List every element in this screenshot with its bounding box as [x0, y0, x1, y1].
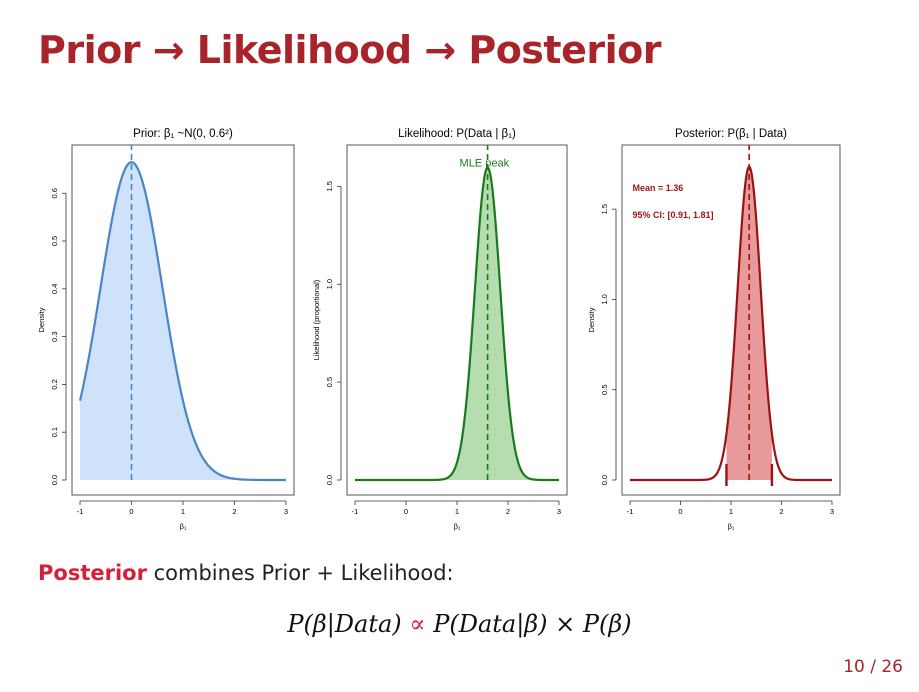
x-tick-label: -1	[352, 507, 359, 516]
y-tick-label: 0.5	[50, 236, 59, 246]
formula-rhs: P(Data|β) × P(β)	[433, 610, 632, 638]
y-tick-label: 1.0	[600, 294, 609, 304]
x-tick-label: 1	[181, 507, 185, 516]
density-line	[78, 161, 286, 482]
density-fill	[80, 162, 286, 480]
chart-panels: Prior: β₁ ~N(0, 0.6²) -1 0 1 2 3 β₁ 0.0 0.1 0.2 0.…	[30, 118, 890, 533]
y-tick-label: 0.0	[600, 475, 609, 485]
chart-annotation: 95% CI: [0.91, 1.81]	[633, 210, 714, 220]
density-fill	[726, 166, 772, 480]
caption-text: combines Prior + Likelihood:	[146, 561, 454, 585]
x-tick-label: 0	[404, 507, 408, 516]
chart-title: Posterior: P(β₁ | Data)	[675, 128, 787, 140]
plot-frame	[346, 144, 568, 496]
x-tick-label: 2	[232, 507, 236, 516]
y-tick-label: 0.5	[600, 385, 609, 395]
x-tick-label: 2	[506, 507, 510, 516]
x-axis-label: β₁	[180, 522, 187, 531]
caption-highlight: Posterior	[38, 561, 147, 585]
x-axis-label: β₁	[728, 522, 735, 531]
formula-relation: ∝	[409, 610, 426, 638]
chart-svg: Prior: β₁ ~N(0, 0.6²) -1 0 1 2 3 β₁ 0.0 0.1 0.2 0.…	[37, 128, 841, 531]
x-axis-label: β₁	[454, 522, 461, 531]
x-tick-label: 3	[557, 507, 561, 516]
x-tick-label: 0	[129, 507, 133, 516]
chart-panel-1: Prior: β₁ ~N(0, 0.6²) -1 0 1 2 3 β₁ 0.0 0.1 0.2 0.…	[37, 128, 295, 531]
y-tick-label: 1.0	[325, 279, 334, 289]
density-line	[355, 166, 559, 482]
chart-panel-2: Likelihood: P(Data | β₁) -1 0 1 2 3 β₁ 0.0 0.5 1.…	[312, 128, 568, 531]
bayes-formula: P(β|Data) ∝ P(Data|β) × P(β)	[0, 610, 919, 638]
y-tick-label: 0.0	[325, 475, 334, 485]
x-tick-label: 1	[729, 507, 733, 516]
y-axis-label: Density	[37, 307, 46, 332]
x-tick-label: 3	[830, 507, 834, 516]
plot-frame	[71, 144, 295, 496]
density-line	[630, 165, 832, 482]
caption: Posterior combines Prior + Likelihood:	[38, 561, 454, 585]
chart-annotation: MLE peak	[460, 158, 510, 170]
y-tick-label: 0.0	[50, 475, 59, 485]
y-tick-label: 0.3	[50, 331, 59, 341]
chart-panel-3: Posterior: P(β₁ | Data) -1 0 1 2 3 β₁ 0.0 0.5 1.0…	[587, 128, 841, 531]
y-axis-label: Density	[587, 307, 596, 332]
x-tick-label: 2	[779, 507, 783, 516]
page-number: 10 / 26	[843, 657, 903, 677]
formula-lhs: P(β|Data)	[287, 610, 402, 638]
x-tick-label: 1	[455, 507, 459, 516]
y-axis-label: Likelihood (proportional)	[312, 279, 321, 360]
chart-annotation: Mean = 1.36	[633, 183, 684, 193]
y-tick-label: 0.2	[50, 379, 59, 389]
x-tick-label: 3	[284, 507, 288, 516]
y-tick-label: 0.4	[50, 284, 59, 294]
chart-title: Prior: β₁ ~N(0, 0.6²)	[133, 128, 233, 140]
y-tick-label: 0.6	[50, 188, 59, 198]
y-tick-label: 1.5	[600, 204, 609, 214]
y-tick-label: 0.5	[325, 377, 334, 387]
slide-title: Prior → Likelihood → Posterior	[38, 28, 661, 72]
plot-frame	[621, 144, 841, 496]
x-tick-label: -1	[77, 507, 84, 516]
x-tick-label: -1	[627, 507, 634, 516]
y-tick-label: 1.5	[325, 181, 334, 191]
density-fill	[355, 167, 559, 480]
x-tick-label: 0	[678, 507, 682, 516]
chart-title: Likelihood: P(Data | β₁)	[398, 128, 516, 140]
y-tick-label: 0.1	[50, 427, 59, 437]
